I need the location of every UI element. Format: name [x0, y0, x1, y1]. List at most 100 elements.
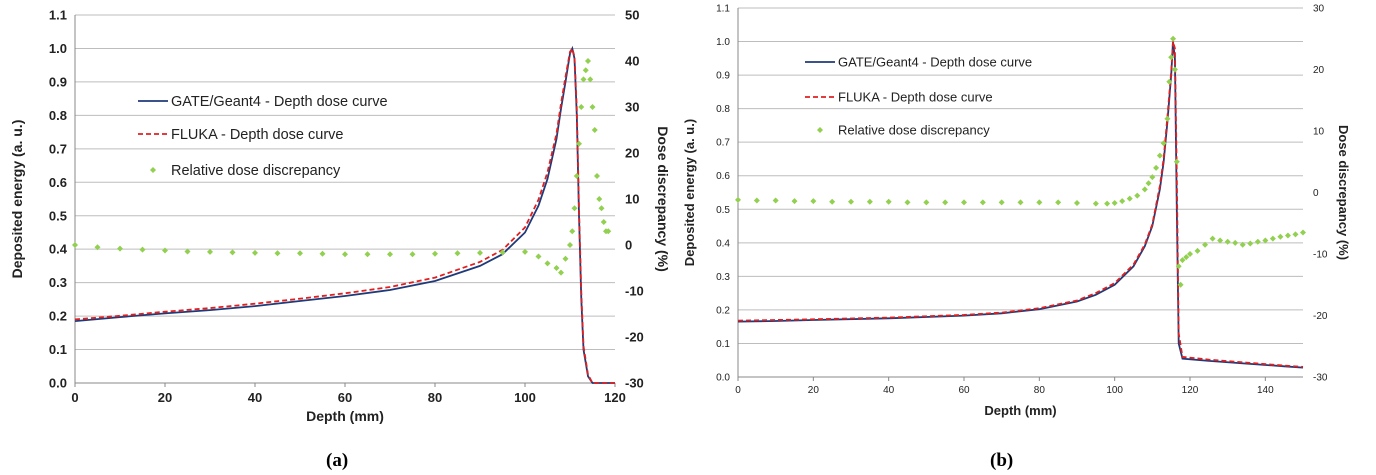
data-point	[585, 58, 591, 64]
chart-b: 0.0 0.1 0.2 0.3 0.4 0.5 0.6 0.7 0.8 0.9 1.0 1.1 0 20 4…	[682, 4, 1351, 419]
data-point	[1232, 239, 1239, 246]
y2-tick-label: 0	[625, 238, 632, 253]
data-point	[1173, 158, 1180, 165]
data-point	[1055, 199, 1062, 206]
legend-marker	[817, 127, 823, 133]
y2-tick-label: -30	[625, 376, 644, 391]
data-point	[1126, 195, 1133, 202]
x-tick-label: 100	[514, 390, 536, 405]
y-tick-label: 0.3	[49, 275, 67, 290]
x-tick-label: 100	[1106, 385, 1123, 396]
y2-tick-label: -30	[1313, 373, 1328, 384]
data-point	[319, 250, 326, 257]
data-point	[1164, 115, 1171, 122]
legend-label: FLUKA - Depth dose curve	[171, 127, 343, 143]
x-tick-label: 120	[1182, 385, 1199, 396]
x-tick-label: 60	[338, 390, 352, 405]
data-point	[1175, 263, 1182, 270]
data-point	[1166, 78, 1173, 85]
data-point	[571, 205, 578, 212]
y-tick-label: 0.0	[716, 373, 730, 384]
data-point	[1074, 199, 1080, 206]
data-point	[598, 205, 605, 212]
data-point	[1111, 199, 1118, 206]
data-point	[252, 249, 258, 256]
data-point	[297, 250, 303, 257]
data-point	[605, 228, 612, 235]
y2-axis-title: Dose discrepancy (%)	[655, 126, 671, 272]
data-point	[544, 260, 551, 267]
data-point	[587, 76, 594, 83]
y-tick-label: 0.9	[716, 71, 730, 82]
data-point	[1145, 180, 1152, 187]
data-point	[1254, 238, 1261, 245]
data-point	[72, 242, 78, 248]
data-point	[810, 198, 817, 205]
y-axis-title: Deposited energy (a. u.)	[682, 119, 697, 266]
data-point	[274, 250, 281, 257]
data-point	[1239, 241, 1246, 248]
data-point	[594, 173, 600, 179]
data-point	[885, 198, 892, 205]
data-point	[454, 250, 461, 257]
data-point	[1183, 254, 1190, 261]
data-point	[553, 265, 560, 271]
series-fluka-depth-dose-curve	[74, 46, 615, 384]
y-tick-label: 0.4	[716, 238, 730, 249]
y2-tick-label: 10	[1313, 127, 1325, 138]
data-point	[1160, 140, 1167, 147]
y2-tick-label: 20	[625, 146, 639, 161]
chart-a: 0.0 0.1 0.2 0.3 0.4 0.5 0.6 0.7 0.8 0.9 1.0 1.1 0 20 4…	[9, 8, 671, 424]
data-point	[1187, 251, 1193, 257]
data-point	[562, 255, 569, 262]
data-point	[848, 198, 854, 205]
data-point	[1171, 66, 1178, 73]
data-point	[1284, 232, 1291, 239]
y-tick-label: 1.0	[716, 37, 730, 48]
data-point	[567, 242, 573, 248]
y-tick-label: 0.0	[49, 376, 67, 391]
data-point	[139, 246, 146, 253]
y-tick-label: 1.1	[716, 4, 730, 15]
data-point	[582, 67, 589, 74]
x-tick-label: 20	[808, 385, 820, 396]
data-point	[117, 245, 123, 252]
data-point	[1153, 164, 1160, 171]
data-point	[753, 197, 760, 204]
data-point	[829, 198, 836, 205]
data-point	[1017, 199, 1024, 206]
series-line	[74, 46, 615, 384]
y-tick-label: 0.5	[49, 208, 67, 223]
x-axis-title: Depth (mm)	[306, 408, 384, 424]
series-relative-dose-discrepancy	[735, 35, 1306, 288]
y-tick-label: 0.7	[49, 141, 67, 156]
y-tick-label: 1.0	[49, 41, 67, 56]
data-point	[735, 196, 741, 203]
y2-tick-label: 30	[1313, 4, 1325, 15]
x-tick-label: 0	[735, 385, 741, 396]
data-point	[979, 199, 986, 206]
x-tick-label: 0	[71, 390, 78, 405]
y-tick-label: 0.6	[716, 171, 730, 182]
data-point	[1262, 237, 1269, 244]
data-point	[942, 199, 949, 206]
x-tick-label: 120	[604, 390, 626, 405]
data-point	[229, 249, 236, 256]
y2-tick-label: 10	[625, 192, 639, 207]
data-point	[1194, 247, 1201, 254]
y2-tick-label: 50	[625, 8, 639, 23]
data-point	[1224, 238, 1231, 245]
y-tick-label: 0.6	[49, 175, 67, 190]
data-point	[1269, 235, 1276, 242]
data-point	[1277, 233, 1284, 240]
data-point	[522, 248, 528, 255]
y2-tick-label: -20	[1313, 311, 1328, 322]
data-point	[923, 199, 930, 206]
data-point	[576, 140, 582, 147]
data-point	[866, 198, 873, 205]
data-point	[1156, 152, 1163, 159]
data-point	[791, 198, 798, 205]
data-point	[573, 173, 580, 179]
data-point	[1247, 240, 1254, 247]
